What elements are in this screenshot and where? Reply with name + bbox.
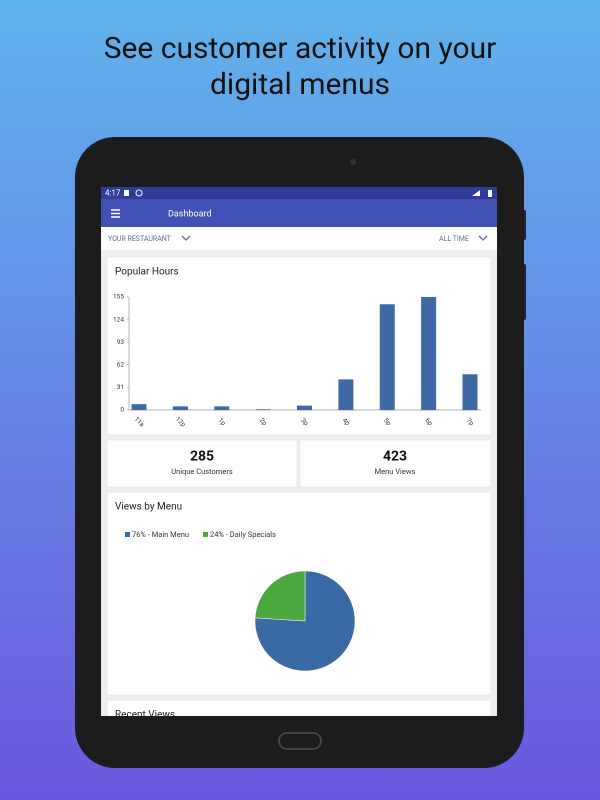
bar (297, 405, 312, 410)
status-icon (124, 190, 129, 196)
x-tick-label: 6p (423, 416, 434, 427)
card-title: Popular Hours (115, 267, 179, 278)
status-icon (135, 189, 143, 197)
headline: digital menus (210, 67, 390, 102)
y-tick-label: 155 (113, 293, 124, 301)
x-tick-label: 3p (299, 416, 310, 427)
stat-value: 285 (190, 449, 214, 465)
bar (421, 297, 437, 410)
y-tick-label: 62 (117, 361, 125, 369)
y-tick-label: 93 (117, 338, 125, 346)
x-tick-label: 7p (465, 416, 476, 427)
period-filter[interactable]: ALL TIME (439, 235, 469, 243)
stat-value: 423 (383, 449, 407, 465)
app-bar (101, 199, 497, 227)
legend-swatch (203, 532, 208, 537)
x-tick-label: 4p (341, 416, 352, 427)
card-title: Views by Menu (115, 502, 182, 513)
card (106, 699, 492, 716)
card-title: Recent Views (115, 710, 175, 721)
x-tick-label: 5p (382, 416, 393, 427)
app-title: Dashboard (168, 209, 212, 219)
bar (255, 409, 271, 410)
menu-button[interactable] (111, 209, 120, 218)
camera (350, 159, 356, 165)
status-bar (101, 187, 497, 199)
x-tick-label: 2p (258, 416, 269, 427)
x-tick-label: 1p (217, 416, 228, 427)
dropdown-icon[interactable] (181, 235, 191, 241)
y-tick-label: 124 (113, 315, 124, 323)
bar (462, 374, 478, 410)
card (299, 439, 492, 488)
card (106, 439, 298, 488)
battery-icon (488, 190, 492, 197)
filter-bar (101, 227, 497, 250)
legend-label: 24% - Daily Specials (210, 530, 276, 539)
legend-swatch (125, 532, 130, 537)
bar (338, 379, 354, 410)
restaurant-filter[interactable]: YOUR RESTAURANT (108, 235, 172, 243)
legend-label: 76% - Main Menu (132, 530, 189, 539)
stat-label: Menu Views (375, 467, 416, 476)
y-tick-label: 0 (120, 406, 124, 414)
dropdown-icon[interactable] (478, 235, 488, 241)
stat-label: Unique Customers (171, 467, 233, 476)
bar (214, 406, 230, 410)
screen: 4:17 Dashboard YOUR RESTAURANT ALL TIME … (101, 187, 497, 721)
signal-icon (472, 190, 480, 196)
y-tick-label: 31 (117, 383, 124, 391)
home-button[interactable] (278, 732, 322, 750)
pie-slice (254, 570, 306, 622)
bar (379, 304, 395, 410)
bar (131, 404, 147, 410)
status-time: 4:17 (105, 189, 121, 198)
headline: See customer activity on your (104, 31, 497, 66)
bar (172, 406, 188, 410)
